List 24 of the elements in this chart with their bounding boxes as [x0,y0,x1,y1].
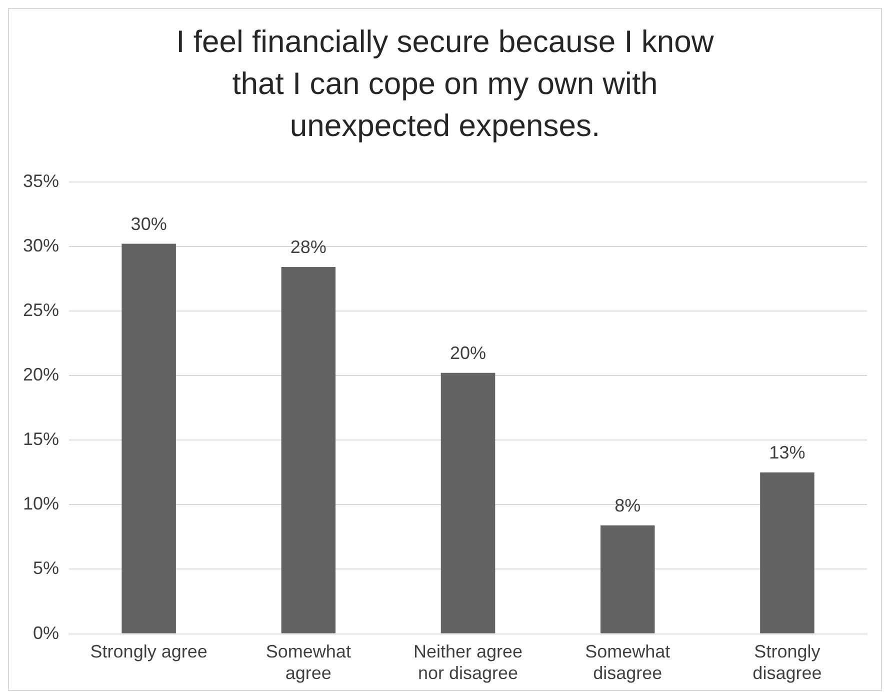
x-tick-label: Somewhat agree [266,642,351,684]
y-tick-label: 25% [22,300,60,320]
y-tick-label: 0% [33,622,60,643]
bar [281,267,336,634]
chart-title: I feel financially secure because I know that I can cope on my own with unexpected expenses. [175,23,715,145]
bar [600,525,655,634]
bar [440,372,496,634]
bar [760,472,814,634]
data-label: 28% [290,237,326,258]
data-label: 8% [614,495,641,516]
bar [122,244,176,634]
x-tick-label: Somewhat disagree [585,642,670,684]
data-label: 30% [130,214,167,234]
y-tick-label: 5% [33,558,60,578]
x-tick-label: Strongly agree [90,642,208,662]
y-tick-label: 20% [22,364,60,384]
x-tick-label: Neither agree nor disagree [413,642,523,684]
y-tick-label: 10% [22,494,60,514]
x-tick-label: Strongly disagree [752,642,822,684]
y-tick-label: 35% [22,170,60,191]
data-label: 20% [450,342,486,363]
y-tick-label: 30% [22,235,60,256]
data-label: 13% [769,442,806,462]
y-tick-label: 15% [22,429,60,450]
